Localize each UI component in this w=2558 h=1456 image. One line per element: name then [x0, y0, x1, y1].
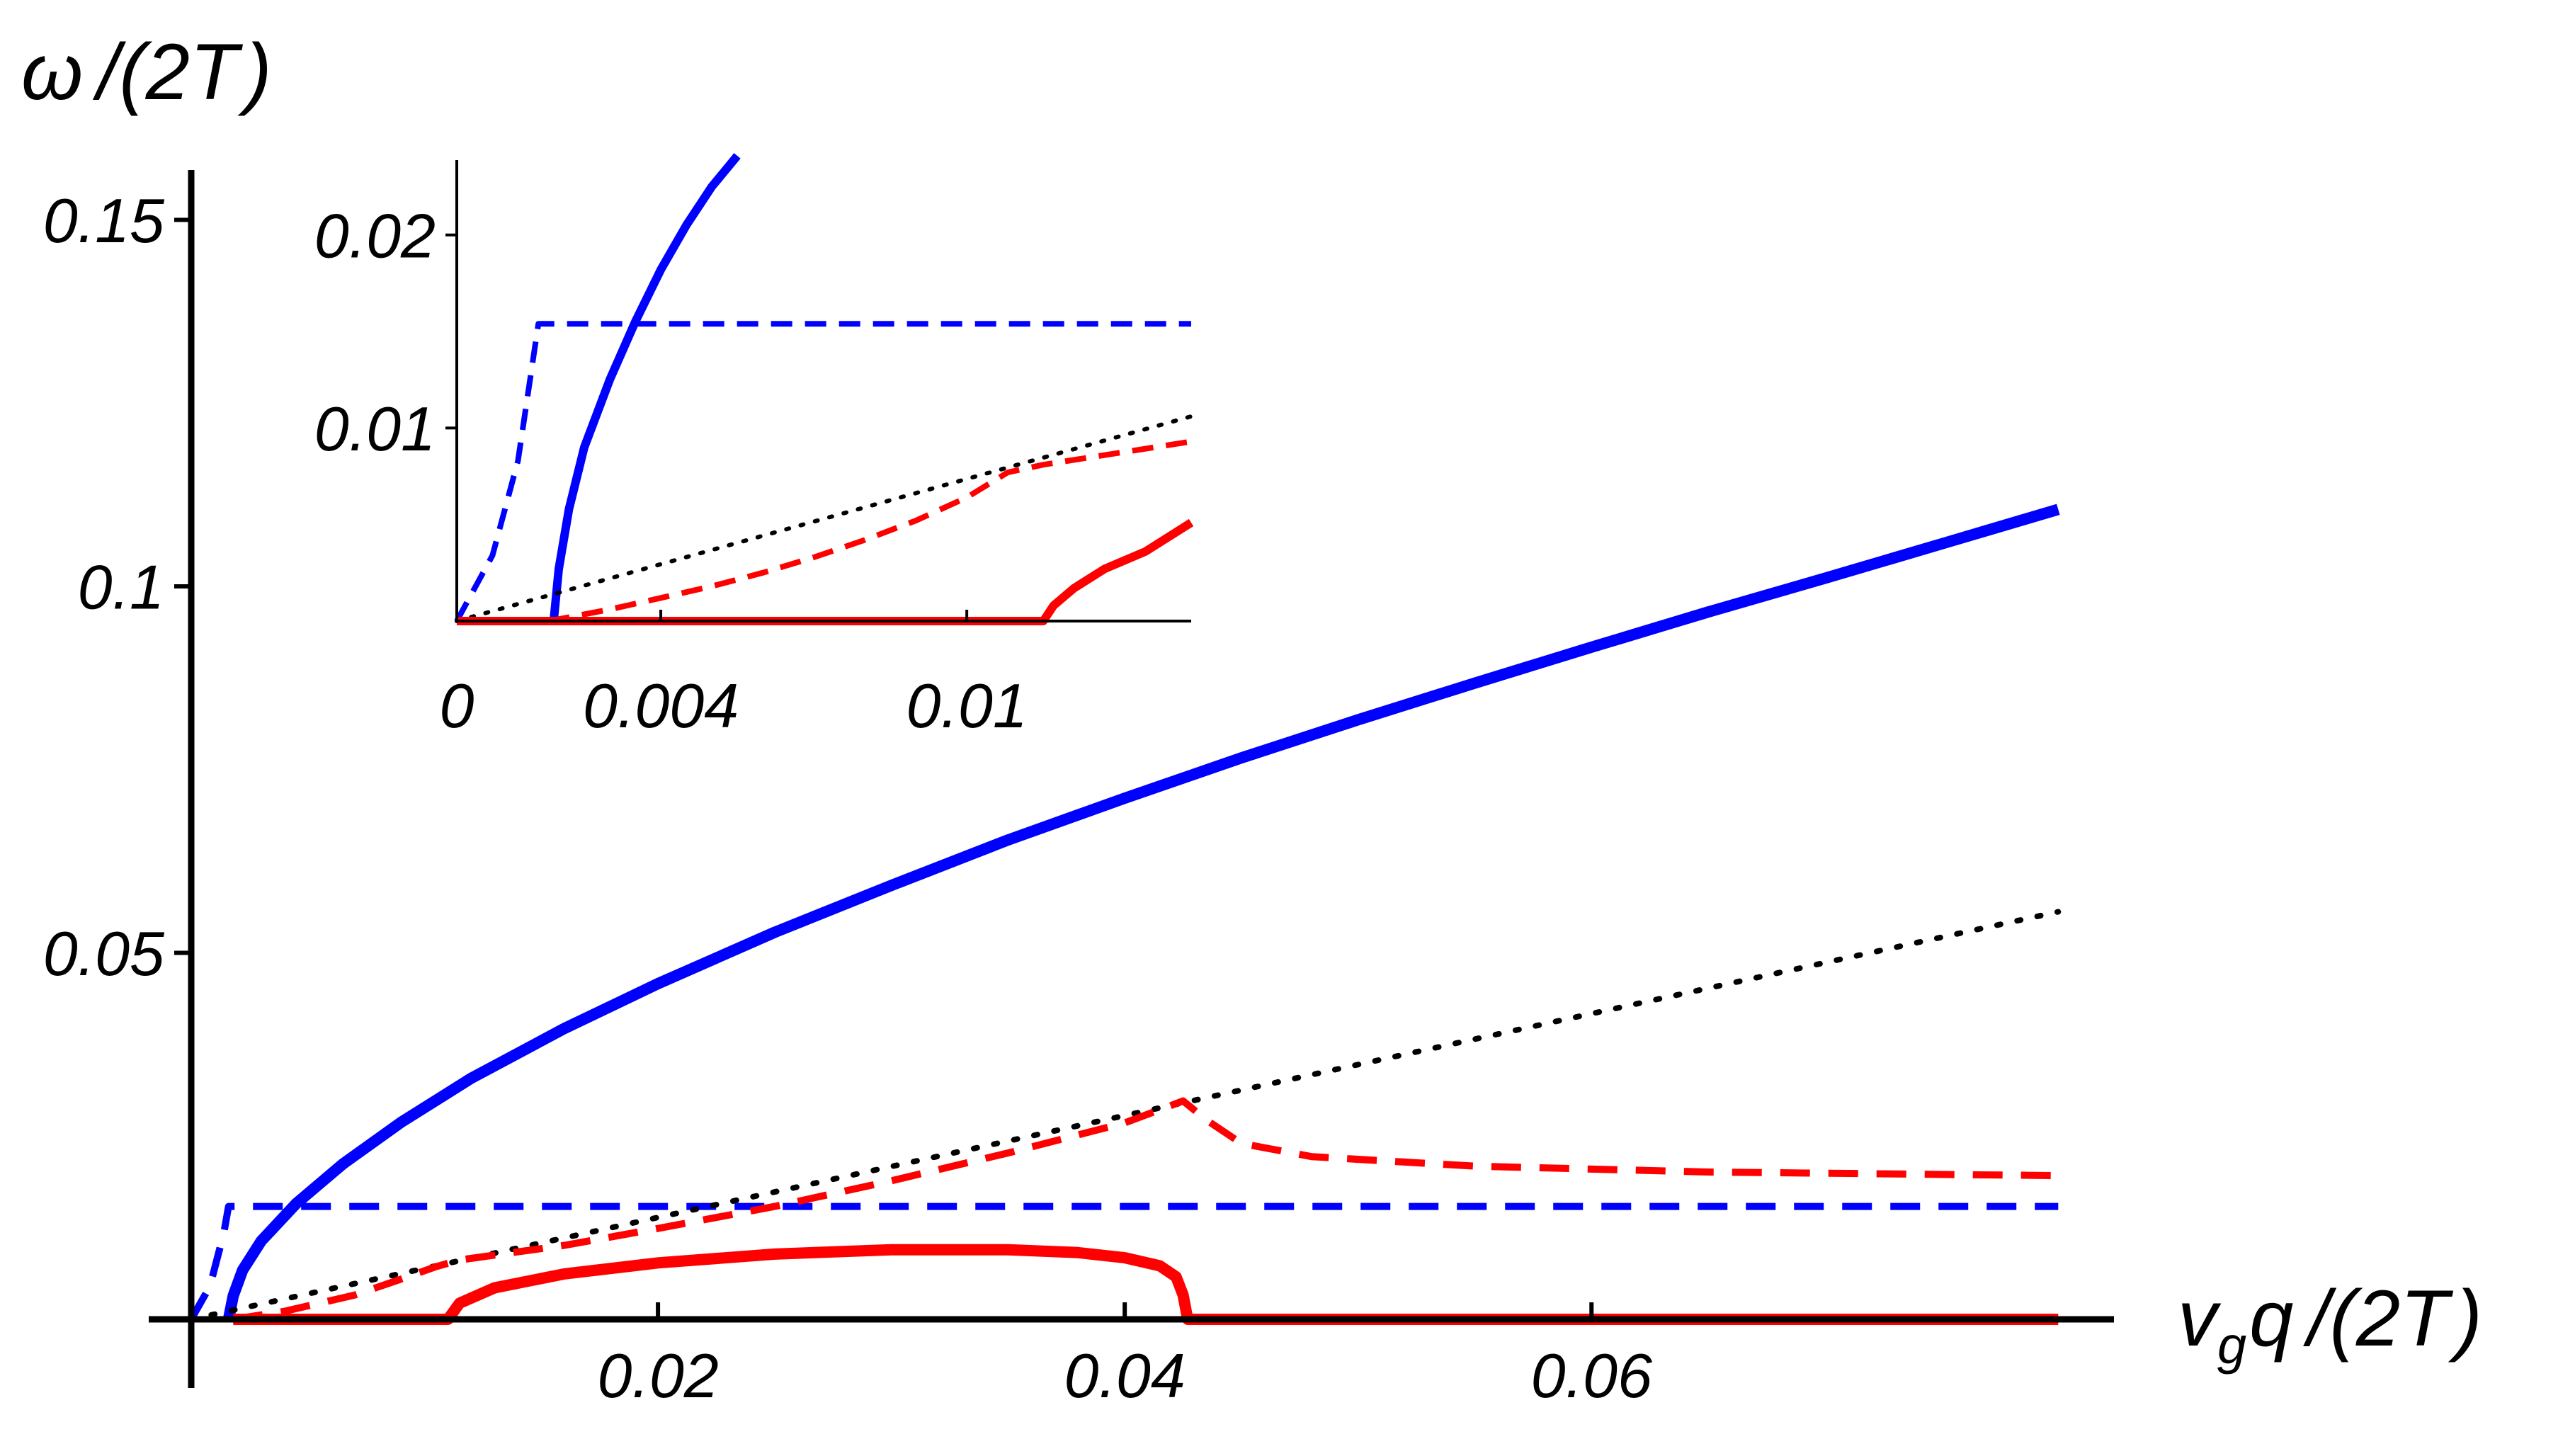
inset-series-dashed-blue-line: [454, 321, 1191, 622]
inset-ticks-group: 0 0.004 0.01 0.01 0.02: [314, 200, 1028, 741]
main-x-axis-label-v: v: [2178, 1274, 2222, 1363]
inset-y-tick-label: 0.02: [314, 200, 436, 271]
main-x-tick-label: 0.04: [1064, 1341, 1186, 1411]
main-y-axis-label-omega: ω: [21, 28, 83, 116]
inset-x-tick-label: 0.004: [583, 671, 739, 741]
main-series-dashed-blue-line: [188, 1202, 2059, 1321]
main-x-axis-label-rest: /(2: [2302, 1274, 2400, 1363]
main-series-solid-blue-line: [222, 504, 2060, 1321]
main-y-axis-label-rest: /(2: [92, 28, 190, 116]
main-y-tick-label: 0.1: [78, 552, 164, 622]
inset-x-tick-label: 0: [440, 671, 474, 741]
main-series-solid-red-line: [233, 1244, 2059, 1325]
main-x-axis-label-q: q: [2249, 1274, 2293, 1363]
main-y-tick-label: 0.15: [43, 186, 165, 256]
main-x-tick-label: 0.06: [1531, 1341, 1652, 1411]
main-x-tick-label: 0.02: [597, 1341, 718, 1411]
main-ticks-group: 0.02 0.04 0.06 0.05 0.1 0.15: [43, 186, 1652, 1411]
main-x-axis-label-g: g: [2217, 1316, 2246, 1375]
main-series-group: [188, 504, 2062, 1325]
inset-background: [457, 156, 1193, 623]
inset-x-tick-label: 0.01: [906, 671, 1027, 741]
inset-series-solid-blue-line: [549, 153, 741, 622]
main-y-axis-label-t: T: [190, 28, 244, 116]
inset-plot: 0 0.004 0.01 0.01 0.02: [314, 153, 1194, 741]
main-plot: 0.02 0.04 0.060.050.10.15 ω/(2T) vgq/(2T): [21, 28, 2482, 1411]
main-y-tick-label: 0.05: [43, 918, 165, 989]
main-x-axis-label-t: T: [2400, 1274, 2454, 1363]
inset-series-dashed-red-line: [547, 438, 1192, 624]
inset-y-tick-label: 0.01: [314, 394, 436, 464]
main-y-axis-label: ω/(2T): [21, 28, 272, 116]
main-series-dashed-red-line: [232, 1097, 2059, 1323]
